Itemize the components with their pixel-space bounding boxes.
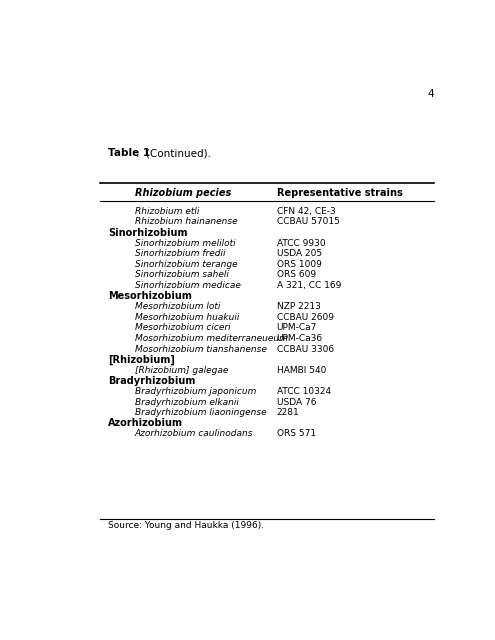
Text: ATCC 10324: ATCC 10324 xyxy=(277,387,331,396)
Text: .  (Continued).: . (Continued). xyxy=(136,148,211,158)
Text: 4: 4 xyxy=(427,89,434,99)
Text: Rhizobium etli: Rhizobium etli xyxy=(135,207,199,216)
Text: Sinorhizobium saheli: Sinorhizobium saheli xyxy=(135,271,229,280)
Text: Bradyrhizobium liaoningense: Bradyrhizobium liaoningense xyxy=(135,408,266,417)
Text: Mesorhizobium huakuii: Mesorhizobium huakuii xyxy=(135,313,239,322)
Text: HAMBI 540: HAMBI 540 xyxy=(277,366,326,375)
Text: Source: Young and Haukka (1996).: Source: Young and Haukka (1996). xyxy=(108,522,264,531)
Text: Table 1: Table 1 xyxy=(108,148,150,158)
Text: Sinorhizobium: Sinorhizobium xyxy=(108,228,188,237)
Text: Sinorhizobium medicae: Sinorhizobium medicae xyxy=(135,281,241,290)
Text: ORS 571: ORS 571 xyxy=(277,429,316,438)
Text: Mesorhizobium: Mesorhizobium xyxy=(108,291,192,301)
Text: Mosorhizobium tianshanense: Mosorhizobium tianshanense xyxy=(135,344,267,353)
Text: Sinorhizobium fredii: Sinorhizobium fredii xyxy=(135,249,225,258)
Text: Mosorhizobium mediterraneueum: Mosorhizobium mediterraneueum xyxy=(135,334,288,343)
Text: ORS 609: ORS 609 xyxy=(277,271,316,280)
Text: Bradyrhizobium: Bradyrhizobium xyxy=(108,376,196,386)
Text: Rhizobium pecies: Rhizobium pecies xyxy=(135,188,231,198)
Text: USDA 76: USDA 76 xyxy=(277,397,316,406)
Text: CCBAU 57015: CCBAU 57015 xyxy=(277,218,340,227)
Text: A 321, CC 169: A 321, CC 169 xyxy=(277,281,341,290)
Text: [Rhizobium] galegae: [Rhizobium] galegae xyxy=(135,366,228,375)
Text: Bradyrhizobium japonicum: Bradyrhizobium japonicum xyxy=(135,387,256,396)
Text: Sinorhizobium terange: Sinorhizobium terange xyxy=(135,260,238,269)
Text: ORS 1009: ORS 1009 xyxy=(277,260,322,269)
Text: ATCC 9930: ATCC 9930 xyxy=(277,239,325,248)
Text: 2281: 2281 xyxy=(277,408,299,417)
Text: UPM-Ca36: UPM-Ca36 xyxy=(277,334,323,343)
Text: Mesorhizobium ciceri: Mesorhizobium ciceri xyxy=(135,323,230,332)
Text: Bradyrhizobium elkanii: Bradyrhizobium elkanii xyxy=(135,397,239,406)
Text: Azorhizobium caulinodans: Azorhizobium caulinodans xyxy=(135,429,253,438)
Text: Mesorhizobium loti: Mesorhizobium loti xyxy=(135,302,220,311)
Text: Rhizobium hainanense: Rhizobium hainanense xyxy=(135,218,238,227)
Text: CCBAU 2609: CCBAU 2609 xyxy=(277,313,334,322)
Text: Sinorhizobium meliloti: Sinorhizobium meliloti xyxy=(135,239,236,248)
Text: [Rhizobium]: [Rhizobium] xyxy=(108,355,175,365)
Text: UPM-Ca7: UPM-Ca7 xyxy=(277,323,317,332)
Text: Representative strains: Representative strains xyxy=(277,188,402,198)
Text: USDA 205: USDA 205 xyxy=(277,249,322,258)
Text: CFN 42, CE-3: CFN 42, CE-3 xyxy=(277,207,336,216)
Text: NZP 2213: NZP 2213 xyxy=(277,302,321,311)
Text: CCBAU 3306: CCBAU 3306 xyxy=(277,344,334,353)
Text: Azorhizobium: Azorhizobium xyxy=(108,418,183,428)
